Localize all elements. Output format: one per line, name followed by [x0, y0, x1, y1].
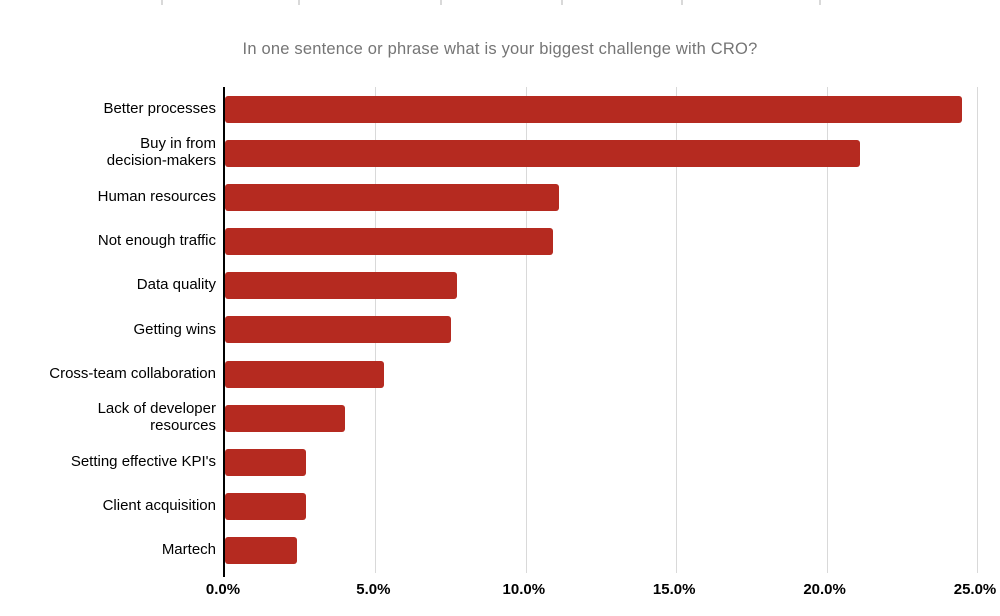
top-crop-tick [681, 0, 683, 5]
top-crop-tick [161, 0, 163, 5]
category-label: Cross-team collaboration [49, 364, 216, 382]
bar [225, 360, 385, 388]
category-label: Setting effective KPI's [70, 453, 216, 471]
bar-row [225, 87, 977, 131]
bar-row [225, 396, 977, 440]
bar [225, 316, 451, 344]
bar [225, 493, 307, 521]
bar [225, 183, 559, 211]
bar [225, 404, 346, 432]
bar [225, 95, 962, 123]
gridline [525, 87, 527, 573]
x-axis: 0.0% 5.0% 10.0% 15.0% 20.0% 25.0% [206, 581, 996, 603]
bar-row [225, 352, 977, 396]
x-tick-label: 0.0% [205, 581, 241, 598]
bar-row [225, 264, 977, 308]
category-label: Lack of developer resources [97, 400, 216, 435]
bar-row [225, 220, 977, 264]
top-crop-tick [819, 0, 821, 5]
category-axis: Better processes Buy in from decision-mak… [0, 87, 216, 573]
category-label: Not enough traffic [97, 232, 216, 250]
top-crop-tick [561, 0, 563, 5]
y-axis-line [223, 573, 225, 577]
category-label: Buy in from decision-makers [106, 135, 216, 170]
category-label: Human resources [97, 188, 216, 206]
x-tick-label: 20.0% [803, 581, 846, 598]
bar-row [225, 131, 977, 175]
bar [225, 139, 860, 167]
bar [225, 448, 307, 476]
bar [225, 537, 298, 565]
bar-row [225, 308, 977, 352]
category-label: Data quality [136, 276, 216, 294]
x-tick-label: 10.0% [502, 581, 546, 598]
bar [225, 272, 457, 300]
category-label: Better processes [103, 99, 216, 117]
gridline [676, 87, 678, 573]
bar-row [225, 485, 977, 529]
gridline [977, 87, 978, 573]
bar [225, 228, 553, 256]
chart-title: In one sentence or phrase what is your b… [242, 40, 758, 58]
bar-row [225, 175, 977, 219]
plot-area [223, 87, 978, 577]
top-crop-tick [440, 0, 442, 5]
category-label: Getting wins [133, 320, 216, 338]
gridline [826, 87, 828, 573]
category-label: Client acquisition [102, 497, 216, 515]
bar-row [225, 440, 977, 484]
bar-row [225, 529, 977, 573]
top-crop-tick [298, 0, 300, 5]
x-tick-label: 5.0% [356, 581, 391, 598]
x-tick-label: 15.0% [652, 581, 696, 598]
category-label: Martech [161, 541, 216, 559]
x-tick-label: 25.0% [953, 581, 997, 598]
